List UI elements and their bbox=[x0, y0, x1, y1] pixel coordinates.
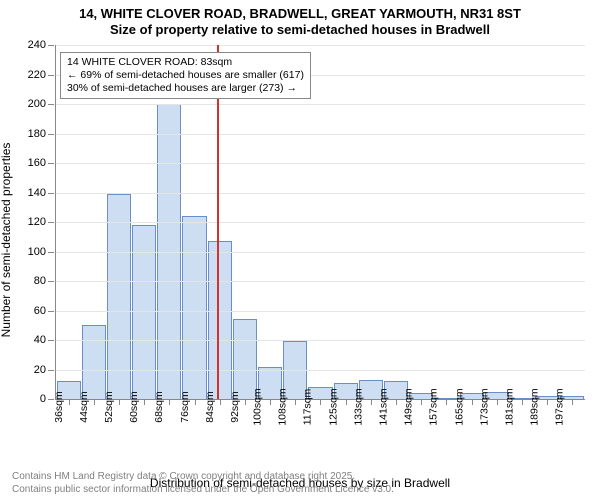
gridline bbox=[56, 340, 585, 341]
chart-container: Number of semi-detached properties 36sqm… bbox=[0, 40, 600, 440]
x-tick-label: 117sqm bbox=[302, 389, 314, 426]
y-tick bbox=[48, 163, 54, 164]
x-tick bbox=[169, 399, 170, 405]
y-tick-label: 40 bbox=[34, 334, 46, 346]
footer-line1: Contains HM Land Registry data © Crown c… bbox=[12, 471, 394, 484]
histogram-bar bbox=[233, 319, 257, 399]
plot-area: 36sqm44sqm52sqm60sqm68sqm76sqm84sqm92sqm… bbox=[55, 45, 585, 400]
x-tick bbox=[346, 399, 347, 405]
x-tick bbox=[195, 399, 196, 405]
y-tick-label: 0 bbox=[40, 393, 46, 405]
gridline bbox=[56, 222, 585, 223]
x-tick bbox=[295, 399, 296, 405]
x-tick bbox=[320, 399, 321, 405]
y-tick-label: 100 bbox=[28, 246, 46, 258]
x-tick bbox=[371, 399, 372, 405]
x-tick-label: 173sqm bbox=[478, 388, 490, 425]
x-tick-label: 157sqm bbox=[428, 388, 440, 425]
annotation-line2: ← 69% of semi-detached houses are smalle… bbox=[67, 69, 304, 82]
footer-line2: Contains public sector information licen… bbox=[12, 484, 394, 497]
y-tick-label: 200 bbox=[28, 98, 46, 110]
y-tick bbox=[48, 399, 54, 400]
x-tick bbox=[119, 399, 120, 405]
histogram-bar bbox=[107, 194, 131, 399]
x-tick-label: 181sqm bbox=[503, 388, 515, 425]
y-axis-label: Number of semi-detached properties bbox=[0, 143, 13, 338]
annotation-line3: 30% of semi-detached houses are larger (… bbox=[67, 82, 304, 95]
y-tick-label: 240 bbox=[28, 39, 46, 51]
y-tick bbox=[48, 134, 54, 135]
x-tick-label: 141sqm bbox=[377, 388, 389, 425]
y-tick bbox=[48, 252, 54, 253]
attribution-footer: Contains HM Land Registry data © Crown c… bbox=[12, 471, 394, 496]
y-tick-label: 160 bbox=[28, 157, 46, 169]
x-tick-label: 125sqm bbox=[327, 388, 339, 425]
gridline bbox=[56, 45, 585, 46]
x-tick bbox=[572, 399, 573, 405]
gridline bbox=[56, 134, 585, 135]
x-tick bbox=[220, 399, 221, 405]
x-tick bbox=[497, 399, 498, 405]
chart-title-line1: 14, WHITE CLOVER ROAD, BRADWELL, GREAT Y… bbox=[0, 6, 600, 22]
x-tick-label: 36sqm bbox=[53, 391, 65, 423]
gridline bbox=[56, 311, 585, 312]
y-tick-label: 180 bbox=[28, 128, 46, 140]
x-tick-label: 76sqm bbox=[179, 391, 191, 423]
x-tick-label: 197sqm bbox=[554, 388, 566, 425]
x-tick bbox=[396, 399, 397, 405]
y-tick-label: 220 bbox=[28, 69, 46, 81]
x-tick-label: 100sqm bbox=[251, 388, 263, 425]
y-tick-label: 120 bbox=[28, 216, 46, 228]
y-tick bbox=[48, 75, 54, 76]
annotation-box: 14 WHITE CLOVER ROAD: 83sqm ← 69% of sem… bbox=[60, 52, 311, 99]
x-tick-label: 92sqm bbox=[229, 391, 241, 423]
y-tick bbox=[48, 340, 54, 341]
histogram-bar bbox=[208, 241, 232, 399]
y-tick-label: 20 bbox=[34, 364, 46, 376]
gridline bbox=[56, 104, 585, 105]
x-tick bbox=[522, 399, 523, 405]
x-tick bbox=[421, 399, 422, 405]
x-tick bbox=[472, 399, 473, 405]
gridline bbox=[56, 163, 585, 164]
gridline bbox=[56, 281, 585, 282]
x-tick-label: 189sqm bbox=[528, 388, 540, 425]
y-tick bbox=[48, 281, 54, 282]
x-tick bbox=[94, 399, 95, 405]
x-tick bbox=[144, 399, 145, 405]
y-tick bbox=[48, 370, 54, 371]
x-tick-label: 44sqm bbox=[78, 391, 90, 423]
x-tick bbox=[245, 399, 246, 405]
annotation-line1: 14 WHITE CLOVER ROAD: 83sqm bbox=[67, 56, 304, 69]
x-tick-label: 84sqm bbox=[204, 391, 216, 423]
y-tick bbox=[48, 45, 54, 46]
x-tick bbox=[270, 399, 271, 405]
x-tick-label: 68sqm bbox=[154, 391, 166, 423]
gridline bbox=[56, 252, 585, 253]
y-tick-label: 60 bbox=[34, 305, 46, 317]
x-tick bbox=[547, 399, 548, 405]
histogram-bar bbox=[182, 216, 206, 399]
x-tick-label: 108sqm bbox=[277, 388, 289, 425]
histogram-bar bbox=[82, 325, 106, 399]
x-tick-label: 52sqm bbox=[103, 391, 115, 423]
x-tick-label: 60sqm bbox=[128, 391, 140, 423]
gridline bbox=[56, 193, 585, 194]
y-tick bbox=[48, 222, 54, 223]
x-tick-label: 165sqm bbox=[453, 388, 465, 425]
x-tick bbox=[446, 399, 447, 405]
y-tick-label: 140 bbox=[28, 187, 46, 199]
x-tick-label: 149sqm bbox=[403, 388, 415, 425]
gridline bbox=[56, 370, 585, 371]
x-tick-label: 133sqm bbox=[352, 388, 364, 425]
y-tick bbox=[48, 104, 54, 105]
chart-title-line2: Size of property relative to semi-detach… bbox=[0, 22, 600, 38]
y-tick bbox=[48, 193, 54, 194]
y-tick bbox=[48, 311, 54, 312]
y-tick-label: 80 bbox=[34, 275, 46, 287]
x-tick bbox=[69, 399, 70, 405]
